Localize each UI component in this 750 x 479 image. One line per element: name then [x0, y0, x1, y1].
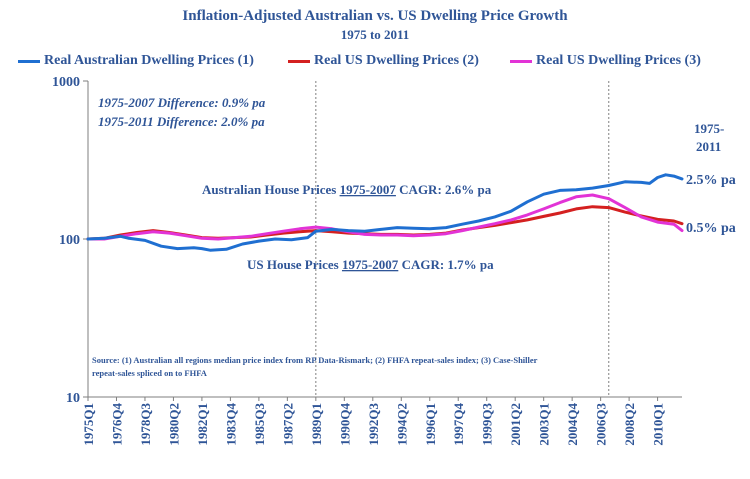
- series-line-us-case-shiller: [86, 193, 684, 241]
- chart-axes: [83, 80, 682, 401]
- x-tick-label: 1976Q4: [109, 403, 124, 446]
- annotation-diff-1975-2007: 1975-2007 Difference: 0.9% pa: [98, 95, 266, 110]
- aus-cagr-suffix: CAGR: 2.6% pa: [396, 182, 492, 197]
- aus-cagr-prefix: Australian House Prices: [202, 182, 340, 197]
- legend-swatch-us-fhfa: [288, 59, 310, 63]
- x-tick-label: 2001Q2: [508, 403, 523, 446]
- x-tick-label: 1985Q3: [252, 403, 267, 446]
- period-label-line1: 1975-: [694, 121, 724, 136]
- legend-item-australian: Real Australian Dwelling Prices (1): [18, 53, 254, 69]
- x-tick-label: 1990Q4: [337, 403, 352, 446]
- x-tick-label: 1982Q1: [195, 403, 210, 446]
- tick-labels: 10 100 1000 1975Q1 1976Q4 1978Q3 1980Q2 1982Q1 1…: [52, 75, 666, 446]
- aus-cagr-annotation: Australian House Prices 1975-2007 CAGR: …: [202, 182, 492, 197]
- chart-title: Inflation-Adjusted Australian vs. US Dwe…: [182, 8, 568, 24]
- y-tick-label: 1000: [52, 75, 80, 90]
- annotation-diff-1975-2011: 1975-2011 Difference: 2.0% pa: [98, 114, 265, 129]
- x-tick-label: 1978Q3: [138, 403, 153, 446]
- x-tick-label: 1989Q1: [309, 403, 324, 446]
- us-cagr-annotation: US House Prices 1975-2007 CAGR: 1.7% pa: [247, 257, 494, 272]
- aus-cagr-period: 1975-2007: [340, 182, 397, 197]
- source-note-line2: repeat-sales spliced on to FHFA: [92, 368, 208, 378]
- reference-lines: [315, 81, 610, 397]
- x-tick-label: 1980Q2: [166, 403, 181, 446]
- series-lines: [86, 173, 684, 252]
- chart-legend: Real Australian Dwelling Prices (1) Real…: [0, 53, 750, 71]
- legend-label-australian: Real Australian Dwelling Prices (1): [44, 53, 254, 68]
- series-line-australian: [86, 173, 684, 252]
- x-tick-label: 1987Q2: [280, 403, 295, 446]
- chart-subtitle: 1975 to 2011: [340, 27, 410, 42]
- legend-item-us-cs: Real US Dwelling Prices (3): [510, 53, 701, 69]
- period-label-line2: 2011: [696, 139, 721, 154]
- x-tick-label: 2006Q3: [594, 403, 609, 446]
- source-note-line1: Source: (1) Australian all regions media…: [92, 355, 538, 365]
- legend-label-us-cs: Real US Dwelling Prices (3): [536, 53, 701, 68]
- aus-rate-label: 2.5% pa: [686, 173, 736, 188]
- x-tick-label: 1983Q4: [223, 403, 238, 446]
- x-tick-label: 1992Q3: [366, 403, 381, 446]
- x-tick-label: 2004Q4: [565, 403, 580, 446]
- x-tick-label: 1997Q4: [451, 403, 466, 446]
- x-tick-label: 1996Q1: [423, 403, 438, 446]
- x-tick-label: 1999Q3: [480, 403, 495, 446]
- legend-label-us-fhfa: Real US Dwelling Prices (2): [314, 53, 479, 68]
- x-tick-label: 2010Q1: [651, 403, 666, 446]
- y-tick-label: 10: [66, 391, 80, 406]
- legend-swatch-australian: [18, 59, 40, 63]
- x-tick-label: 1994Q2: [394, 403, 409, 446]
- legend-swatch-us-cs: [510, 59, 532, 63]
- x-tick-label: 1975Q1: [81, 403, 96, 446]
- y-tick-label: 100: [59, 233, 80, 248]
- us-rate-label: 0.5% pa: [686, 221, 736, 236]
- us-cagr-suffix: CAGR: 1.7% pa: [398, 257, 494, 272]
- us-cagr-period: 1975-2007: [342, 257, 399, 272]
- x-tick-label: 2003Q1: [537, 403, 552, 446]
- us-cagr-prefix: US House Prices: [247, 257, 342, 272]
- legend-item-us-fhfa: Real US Dwelling Prices (2): [288, 53, 479, 69]
- x-tick-label: 2008Q2: [622, 403, 637, 446]
